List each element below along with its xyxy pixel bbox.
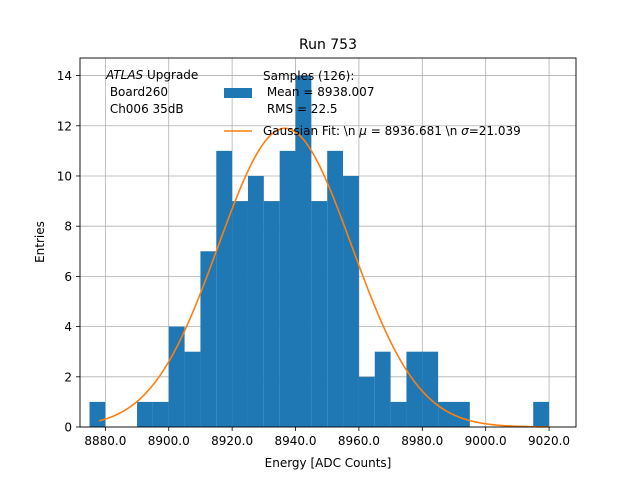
histogram-bar bbox=[263, 201, 280, 427]
x-tick-label: 8900.0 bbox=[148, 434, 190, 448]
legend-histogram-swatch bbox=[224, 88, 252, 98]
x-axis-ticks: 8880.0 8900.0 8920.0 8940.0 8960.0 8980.0 9000… bbox=[84, 427, 570, 448]
y-tick-label: 8 bbox=[64, 220, 72, 234]
x-tick-label: 8940.0 bbox=[275, 434, 317, 448]
annotation-experiment-suffix: Upgrade bbox=[143, 68, 198, 82]
histogram-bar bbox=[311, 201, 328, 427]
histogram-bar bbox=[137, 401, 153, 427]
histogram-bar bbox=[422, 351, 439, 427]
histogram-bar bbox=[327, 150, 344, 427]
legend-fit-suffix: =21.039 bbox=[469, 124, 521, 138]
y-tick-label: 2 bbox=[64, 370, 72, 384]
legend-fit-prefix: Gaussian Fit: \n bbox=[263, 124, 359, 138]
y-tick-label: 6 bbox=[64, 270, 72, 284]
chart-title: Run 753 bbox=[299, 37, 357, 53]
x-tick-label: 8980.0 bbox=[401, 434, 443, 448]
histogram-bar bbox=[453, 401, 470, 427]
annotation-channel: Ch006 35dB bbox=[106, 102, 184, 116]
x-tick-label: 8960.0 bbox=[338, 434, 380, 448]
histogram-bar bbox=[89, 401, 106, 427]
y-tick-label: 0 bbox=[64, 421, 72, 435]
legend: Samples (126): Mean = 8938.007 RMS = 22.… bbox=[224, 69, 521, 138]
histogram-bar bbox=[216, 150, 233, 427]
annotation-line-1: ATLAS Upgrade bbox=[105, 68, 198, 82]
histogram-bar bbox=[184, 351, 201, 427]
histogram-bar bbox=[152, 401, 169, 427]
y-tick-label: 14 bbox=[57, 69, 72, 83]
histogram-bar bbox=[279, 150, 296, 427]
annotation-board: Board260 bbox=[106, 85, 168, 99]
x-tick-label: 8920.0 bbox=[211, 434, 253, 448]
legend-samples-label: Samples (126): bbox=[263, 69, 354, 83]
histogram-bar bbox=[168, 326, 185, 427]
x-tick-label: 8880.0 bbox=[84, 434, 126, 448]
legend-rms-label: RMS = 22.5 bbox=[263, 102, 338, 116]
legend-mean-label: Mean = 8938.007 bbox=[263, 85, 374, 99]
y-axis-ticks: 0 2 4 6 8 10 12 14 bbox=[57, 69, 80, 435]
legend-fit-label: Gaussian Fit: \n μ = 8936.681 \n σ=21.03… bbox=[263, 124, 521, 138]
histogram-bar bbox=[406, 351, 423, 427]
annotation-experiment: ATLAS bbox=[105, 68, 144, 82]
y-axis-label: Entries bbox=[33, 221, 47, 263]
histogram-bar bbox=[232, 201, 248, 427]
histogram-bar bbox=[247, 175, 264, 427]
legend-fit-mu-symbol: μ bbox=[358, 124, 367, 138]
plot-frame bbox=[79, 57, 577, 428]
legend-fit-mid: = 8936.681 \n bbox=[367, 124, 461, 138]
x-tick-label: 9020.0 bbox=[528, 434, 570, 448]
fit-layer bbox=[98, 127, 550, 428]
y-tick-label: 12 bbox=[57, 119, 72, 133]
histogram-bar bbox=[533, 401, 550, 427]
x-tick-label: 9000.0 bbox=[465, 434, 507, 448]
histogram-bar bbox=[358, 376, 375, 427]
atlas-annotation: ATLAS Upgrade Board260 Ch006 35dB bbox=[105, 68, 198, 116]
y-tick-label: 10 bbox=[57, 169, 72, 183]
histogram-bar bbox=[200, 251, 217, 427]
histogram-bar bbox=[374, 351, 391, 427]
legend-fit-sigma-symbol: σ bbox=[461, 124, 469, 138]
histogram-bar bbox=[390, 401, 407, 427]
x-axis-label: Energy [ADC Counts] bbox=[265, 456, 392, 470]
histogram-bar bbox=[343, 175, 359, 427]
histogram-bars bbox=[89, 75, 550, 428]
histogram-bar bbox=[295, 75, 312, 428]
gaussian-fit-curve bbox=[98, 127, 550, 428]
y-tick-label: 4 bbox=[64, 320, 72, 334]
